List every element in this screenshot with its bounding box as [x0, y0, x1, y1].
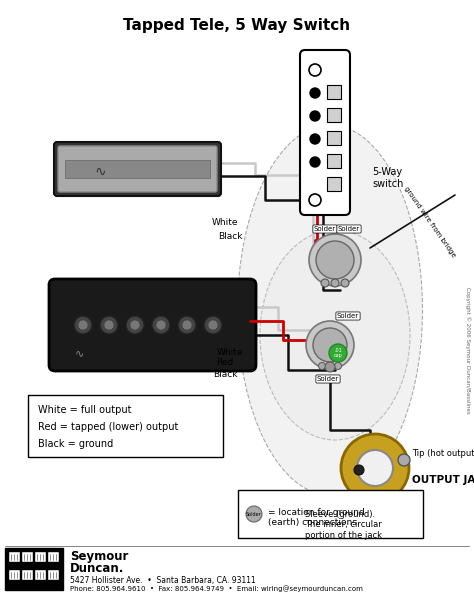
Text: Tip (hot output): Tip (hot output)	[412, 449, 474, 458]
Text: 5427 Hollister Ave.  •  Santa Barbara, CA. 93111: 5427 Hollister Ave. • Santa Barbara, CA.…	[70, 576, 256, 585]
Bar	[327, 154, 341, 168]
Bar	[9, 552, 20, 562]
Circle shape	[331, 279, 339, 287]
Bar	[238, 490, 423, 538]
Bar	[327, 177, 341, 191]
Text: Phone: 805.964.9610  •  Fax: 805.964.9749  •  Email: wiring@seymourduncan.com: Phone: 805.964.9610 • Fax: 805.964.9749 …	[70, 585, 363, 592]
Circle shape	[104, 320, 114, 330]
Circle shape	[341, 279, 349, 287]
Text: Solder: Solder	[246, 512, 262, 516]
Circle shape	[316, 241, 354, 279]
Bar	[5, 548, 63, 590]
Bar	[48, 552, 59, 562]
Circle shape	[329, 344, 347, 362]
Text: White = full output: White = full output	[38, 405, 131, 415]
Bar	[48, 570, 59, 580]
Text: Tapped Tele, 5 Way Switch: Tapped Tele, 5 Way Switch	[123, 18, 351, 33]
Text: Sleeve (ground).
The inner, circular
portion of the jack: Sleeve (ground). The inner, circular por…	[305, 510, 382, 540]
Text: Solder: Solder	[338, 226, 360, 232]
Text: Seymour: Seymour	[70, 550, 128, 563]
Circle shape	[100, 316, 118, 334]
Circle shape	[327, 362, 334, 370]
Circle shape	[341, 434, 409, 502]
Circle shape	[130, 320, 140, 330]
Circle shape	[354, 465, 364, 475]
Circle shape	[319, 362, 326, 370]
Circle shape	[152, 316, 170, 334]
Text: Solder: Solder	[337, 313, 359, 319]
Bar	[327, 108, 341, 122]
Circle shape	[357, 450, 393, 486]
FancyBboxPatch shape	[300, 50, 350, 215]
Bar	[327, 85, 341, 99]
FancyBboxPatch shape	[49, 279, 256, 371]
Bar	[327, 131, 341, 145]
Circle shape	[310, 111, 320, 121]
FancyBboxPatch shape	[54, 142, 221, 196]
Bar	[28, 395, 223, 457]
Text: Black: Black	[213, 370, 237, 379]
Circle shape	[208, 320, 218, 330]
Text: Black: Black	[218, 232, 242, 241]
Circle shape	[335, 362, 341, 370]
Bar	[35, 570, 46, 580]
Bar	[35, 552, 46, 562]
Text: 5-Way
switch: 5-Way switch	[372, 167, 403, 189]
Text: Black = ground: Black = ground	[38, 439, 113, 449]
Circle shape	[126, 316, 144, 334]
Circle shape	[204, 316, 222, 334]
Text: Duncan.: Duncan.	[70, 562, 124, 575]
Circle shape	[78, 320, 88, 330]
Circle shape	[398, 454, 410, 466]
Circle shape	[178, 316, 196, 334]
Circle shape	[321, 279, 329, 287]
FancyBboxPatch shape	[58, 146, 217, 192]
Text: White: White	[217, 348, 243, 357]
Text: Red = tapped (lower) output: Red = tapped (lower) output	[38, 422, 178, 432]
Text: White: White	[212, 218, 238, 227]
Bar	[65, 160, 210, 178]
Circle shape	[246, 506, 262, 522]
Ellipse shape	[260, 230, 410, 440]
Circle shape	[325, 362, 335, 372]
Circle shape	[313, 328, 347, 362]
Bar	[22, 570, 33, 580]
Text: Red: Red	[216, 358, 234, 367]
Ellipse shape	[237, 125, 422, 495]
Text: = location for ground
(earth) connections.: = location for ground (earth) connection…	[268, 508, 365, 527]
Circle shape	[74, 316, 92, 334]
Circle shape	[182, 320, 192, 330]
Text: Solder: Solder	[314, 226, 336, 232]
Circle shape	[156, 320, 166, 330]
Text: ∿: ∿	[94, 165, 106, 179]
Circle shape	[309, 194, 321, 206]
Circle shape	[310, 88, 320, 98]
Bar	[22, 552, 33, 562]
Circle shape	[310, 157, 320, 167]
Text: Solder: Solder	[317, 376, 339, 382]
Circle shape	[309, 234, 361, 286]
Circle shape	[310, 134, 320, 144]
Bar	[9, 570, 20, 580]
Text: OUTPUT JACK: OUTPUT JACK	[412, 475, 474, 485]
Text: Copyright © 2006 Seymour Duncan/Basslines: Copyright © 2006 Seymour Duncan/Bassline…	[465, 287, 471, 413]
Text: .01
cap: .01 cap	[334, 347, 342, 358]
Text: ground wire from bridge: ground wire from bridge	[403, 186, 457, 258]
Circle shape	[306, 321, 354, 369]
Text: ∿: ∿	[75, 348, 85, 358]
Circle shape	[309, 64, 321, 76]
